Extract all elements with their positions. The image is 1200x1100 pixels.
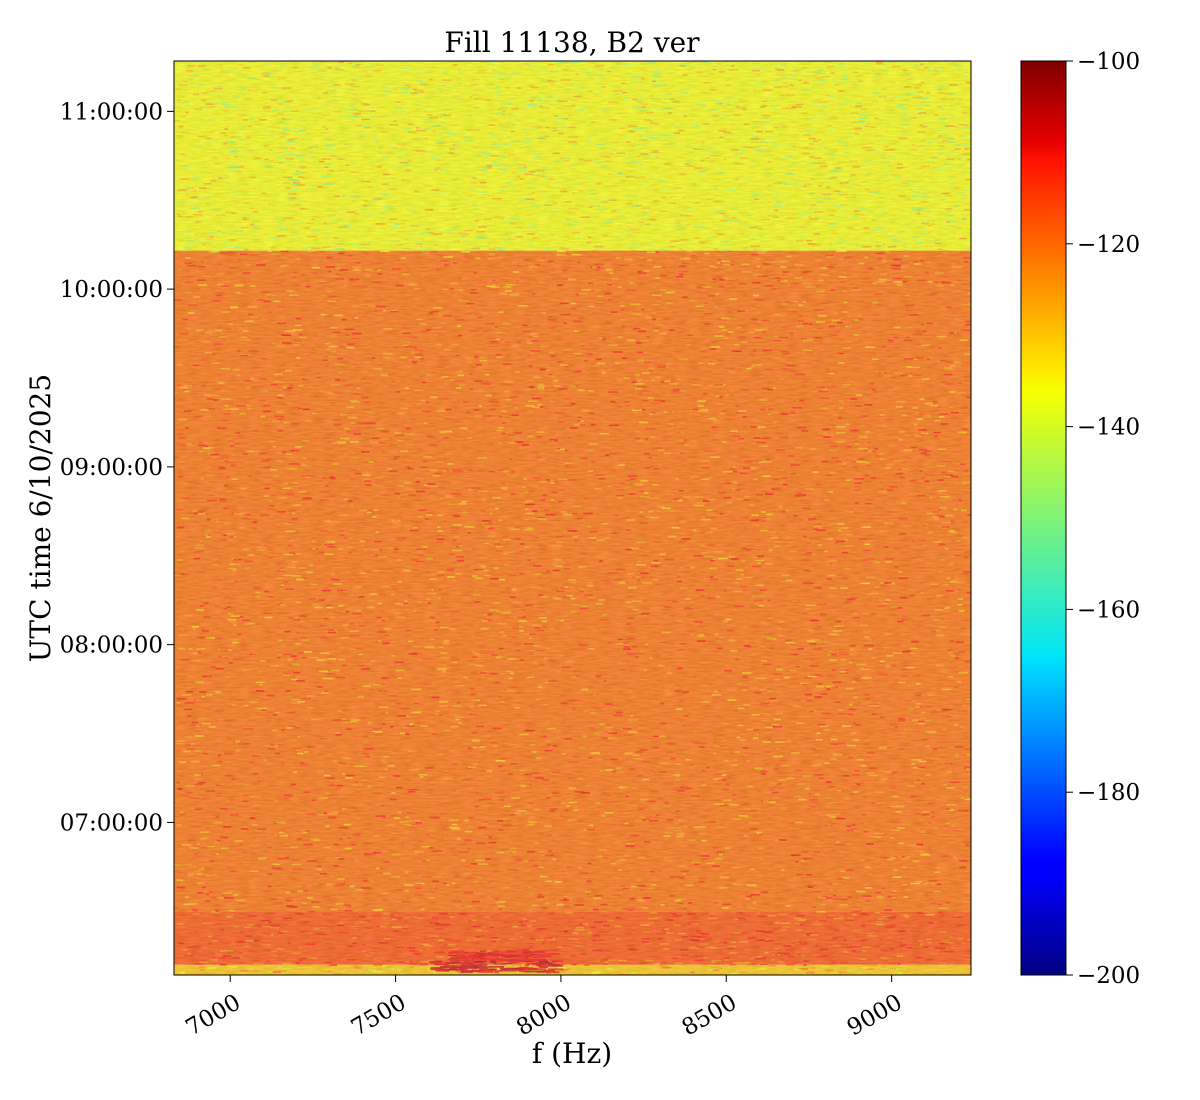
colorbar-tick-label: −200	[1077, 963, 1140, 989]
y-axis-label: UTC time 6/10/2025	[24, 374, 57, 662]
colorbar-tick-label: −180	[1077, 780, 1140, 806]
chart-title: Fill 11138, B2 ver	[444, 26, 700, 59]
plot-frame	[173, 60, 972, 976]
x-tick-label: 8500	[678, 990, 742, 1042]
y-tick-label: 07:00:00	[60, 810, 163, 836]
heatmap-noise-texture	[174, 61, 971, 975]
colorbar-ticks: −100 −120 −140 −160 −180 −200	[1066, 49, 1140, 989]
x-axis-label: f (Hz)	[532, 1037, 612, 1070]
y-tick-label: 08:00:00	[60, 633, 163, 659]
y-tick-label: 11:00:00	[60, 99, 163, 125]
colorbar-frame	[1020, 60, 1067, 976]
x-axis: 7000 7500 8000 8500 9000	[182, 975, 907, 1041]
x-tick-label: 9000	[843, 990, 907, 1042]
y-axis: 07:00:00 08:00:00 09:00:00 10:00:00 11:00:00	[60, 99, 174, 836]
x-tick-label: 8000	[512, 990, 576, 1042]
colorbar-tick-label: −160	[1077, 597, 1140, 623]
colorbar-gradient	[1021, 61, 1066, 975]
y-tick-label: 10:00:00	[60, 277, 163, 303]
colorbar: −100 −120 −140 −160 −180 −200	[1020, 49, 1140, 989]
x-tick-label: 7000	[182, 990, 246, 1042]
colorbar-tick-label: −120	[1077, 232, 1140, 258]
colorbar-tick-label: −100	[1077, 49, 1140, 75]
y-tick-label: 09:00:00	[60, 455, 163, 481]
colorbar-tick-label: −140	[1077, 415, 1140, 441]
x-tick-label: 7500	[347, 990, 411, 1042]
